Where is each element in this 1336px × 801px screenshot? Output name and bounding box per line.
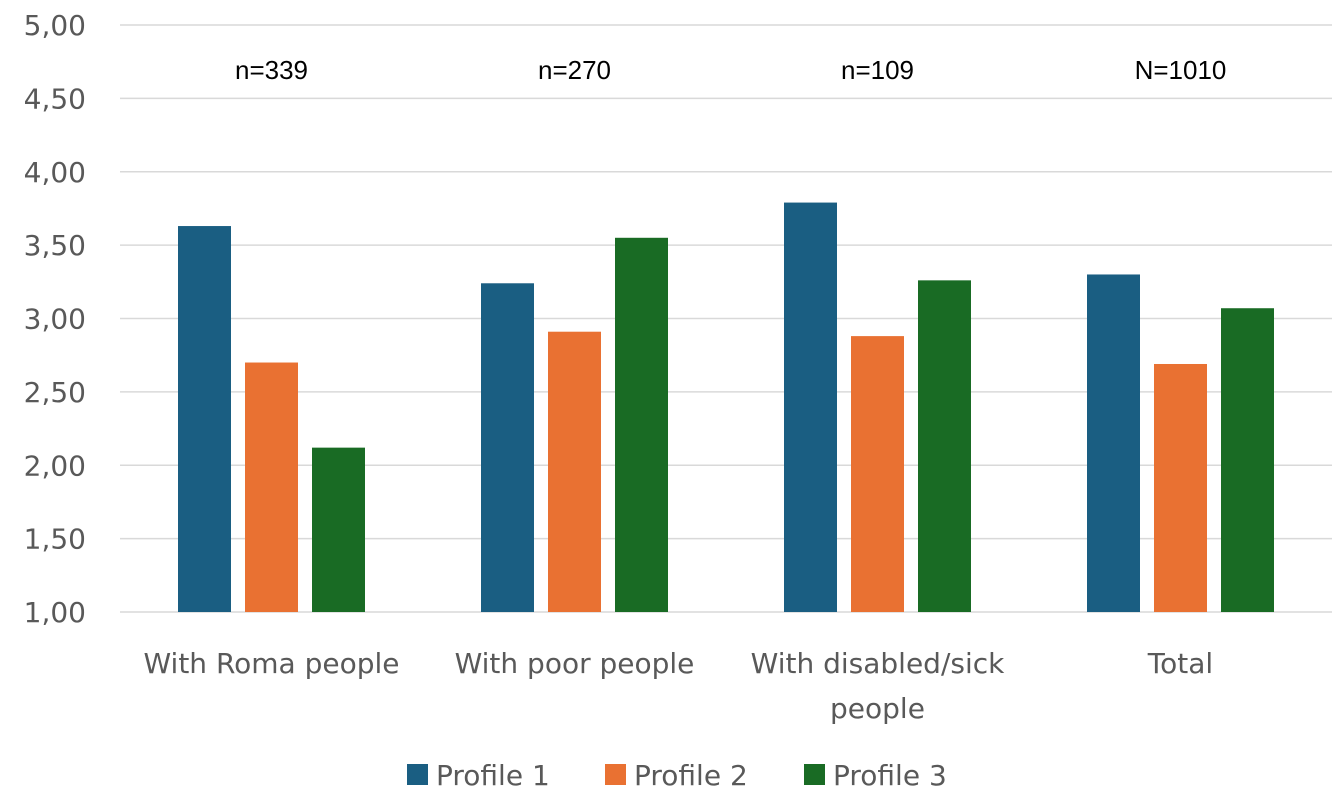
- bar-profile-1: [784, 202, 837, 612]
- y-tick-label: 4,00: [24, 156, 86, 189]
- sample-size-label: n=109: [841, 55, 914, 85]
- y-tick-label: 2,00: [24, 449, 86, 482]
- x-category-label: With Roma people: [143, 647, 399, 680]
- bar-profile-3: [1221, 308, 1274, 612]
- y-tick-label: 4,50: [24, 82, 86, 115]
- bar-profile-2: [1154, 363, 1207, 612]
- y-tick-label: 3,00: [24, 303, 86, 336]
- legend-swatch: [407, 764, 428, 785]
- sample-size-annotations: n=339 n=270 n=109 N=1010: [235, 55, 1226, 85]
- legend-swatch: [804, 764, 825, 785]
- legend: Profile 1 Profile 2 Profile 3: [407, 759, 947, 792]
- legend-swatch: [605, 764, 626, 785]
- legend-label: Profile 1: [436, 759, 550, 792]
- x-category-label: With poor people: [455, 647, 695, 680]
- bar-profile-3: [615, 237, 668, 612]
- sample-size-label: n=270: [538, 55, 611, 85]
- gridlines: [120, 24, 1332, 613]
- bar-profile-2: [245, 362, 298, 612]
- bar-profile-3: [918, 280, 971, 612]
- x-category-label: Total: [1147, 647, 1213, 680]
- x-axis-labels: With Roma people With poor people With dis…: [143, 647, 1213, 725]
- sample-size-label: N=1010: [1135, 55, 1227, 85]
- legend-label: Profile 3: [833, 759, 947, 792]
- y-tick-label: 3,50: [24, 229, 86, 262]
- y-tick-label: 1,00: [24, 596, 86, 629]
- y-tick-label: 2,50: [24, 376, 86, 409]
- x-category-label: With disabled/sick: [751, 647, 1006, 680]
- y-tick-label: 5,00: [24, 9, 86, 42]
- x-category-label: people: [830, 692, 925, 725]
- sample-size-label: n=339: [235, 55, 308, 85]
- bar-profile-3: [312, 447, 365, 612]
- bar-profile-1: [1087, 274, 1140, 612]
- bar-profile-1: [178, 226, 231, 613]
- bar-profile-1: [481, 283, 534, 612]
- bars: [178, 202, 1274, 613]
- y-tick-label: 1,50: [24, 523, 86, 556]
- bar-profile-2: [851, 336, 904, 612]
- y-axis-ticks: 1,00 1,50 2,00 2,50 3,00 3,50 4,00 4,50 5,00: [24, 9, 86, 629]
- legend-label: Profile 2: [634, 759, 748, 792]
- bar-profile-2: [548, 331, 601, 612]
